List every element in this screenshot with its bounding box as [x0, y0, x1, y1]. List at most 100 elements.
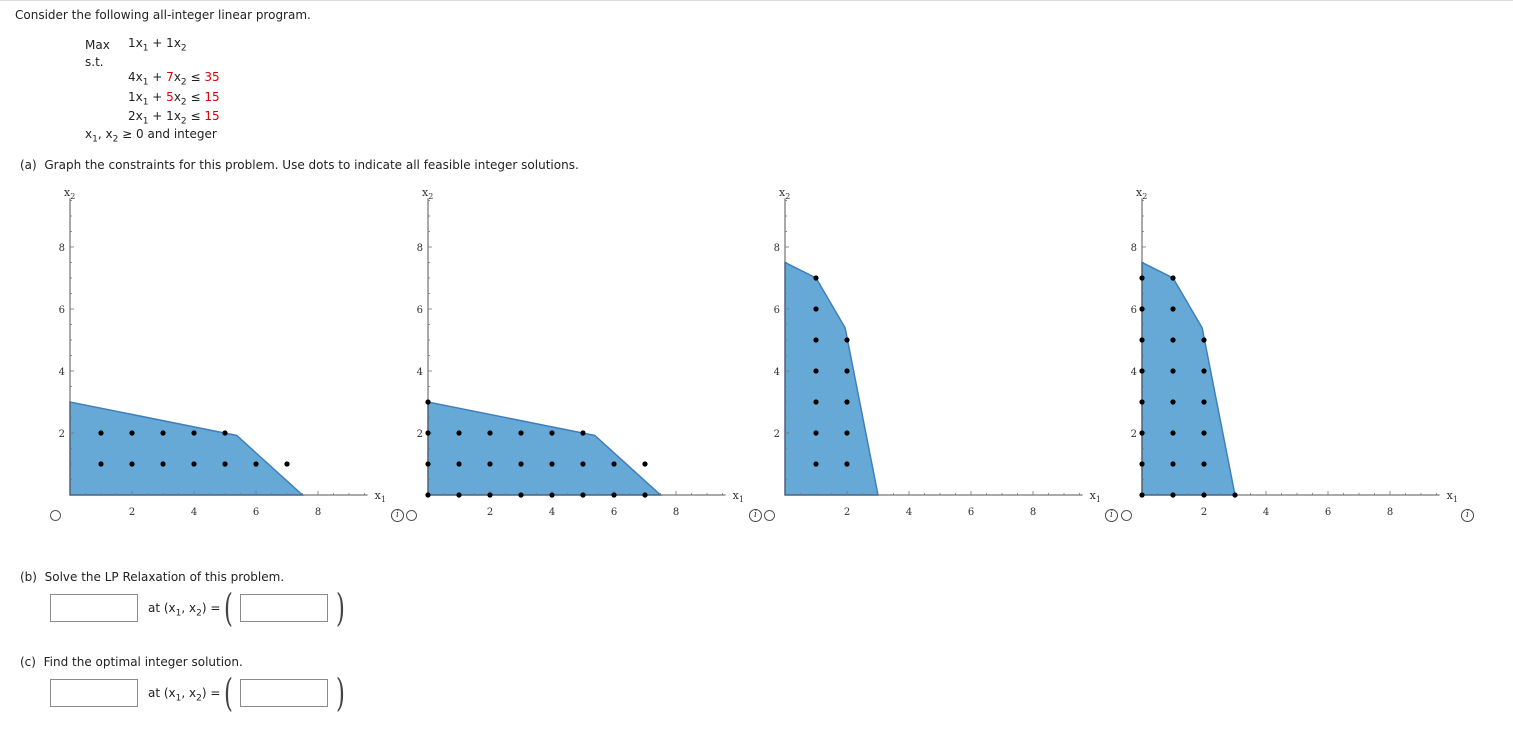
- c2-rhs: 15: [204, 90, 220, 104]
- integer-point: [1170, 275, 1176, 281]
- c2-rel: ≤: [190, 90, 201, 104]
- c2-a2: 5: [166, 90, 174, 104]
- info-icon[interactable]: i: [749, 509, 762, 522]
- integer-point: [253, 461, 259, 467]
- integer-point: [549, 492, 555, 498]
- y-axis-label: x2: [422, 186, 433, 201]
- integer-point: [813, 306, 819, 312]
- integer-point: [222, 430, 228, 436]
- integer-point: [1139, 492, 1145, 498]
- y-axis-label-sub: 2: [70, 192, 75, 201]
- integer-point: [1170, 368, 1176, 374]
- integer-point: [813, 399, 819, 405]
- graph-option-1[interactable]: 2 4 6 8 2 4 6 8 x1 x2: [42, 182, 387, 532]
- feasible-region: [427, 401, 663, 496]
- integer-point: [1170, 399, 1176, 405]
- lp-objective-input[interactable]: [50, 594, 138, 622]
- graph-option-2-radio[interactable]: [406, 510, 417, 521]
- integer-point: [844, 337, 850, 343]
- integer-point: [580, 492, 586, 498]
- y-tick-label: 4: [417, 367, 423, 378]
- c3-a1: 2: [128, 109, 136, 123]
- integer-point: [844, 399, 850, 405]
- c3-a2: 1: [166, 109, 174, 123]
- x-axis-label-sub: 1: [1096, 495, 1101, 504]
- integer-point: [1139, 430, 1145, 436]
- x-axis-label: x1: [1447, 489, 1458, 504]
- c3-rel: ≤: [190, 109, 201, 123]
- integer-point: [518, 461, 524, 467]
- feasible-region: [69, 401, 305, 496]
- integer-point: [813, 430, 819, 436]
- integer-point: [611, 461, 617, 467]
- lp-point-input[interactable]: [240, 594, 328, 622]
- integer-point: [813, 461, 819, 467]
- y-axis-label-sub: 2: [1142, 192, 1147, 201]
- graph-option-3[interactable]: 2 4 6 8 2 4 6 8 x1 x2: [757, 182, 1102, 532]
- constraint-3: 2x1 + 1x2 ≤ 15: [128, 109, 220, 127]
- integer-point: [1170, 461, 1176, 467]
- y-tick-label: 4: [1131, 367, 1137, 378]
- integer-point: [1201, 492, 1207, 498]
- x-axis-label: x1: [375, 489, 386, 504]
- integer-point: [222, 461, 228, 467]
- integer-objective-input[interactable]: [50, 679, 138, 707]
- right-paren: ): [335, 586, 345, 630]
- x-tick-label: 4: [1263, 507, 1269, 518]
- feasible-region: [1141, 261, 1236, 496]
- left-paren: (: [223, 671, 233, 715]
- integer-point: [98, 461, 104, 467]
- graph-option-2[interactable]: 2 4 6 8 2 4 6 8 x1 x2: [400, 182, 745, 532]
- y-tick-label: 2: [417, 429, 423, 440]
- integer-point: [425, 399, 431, 405]
- integer-point: [456, 461, 462, 467]
- integer-point: [284, 461, 290, 467]
- lp-at-word: at: [148, 601, 161, 615]
- x-axis-label: x1: [733, 489, 744, 504]
- intro-text: Consider the following all-integer linea…: [15, 8, 311, 22]
- c2-a1: 1: [128, 90, 136, 104]
- c3-rhs: 15: [204, 109, 220, 123]
- integer-point: [1170, 306, 1176, 312]
- x-tick-label: 4: [906, 507, 912, 518]
- part-a-label: (a): [20, 158, 37, 172]
- info-icon[interactable]: i: [391, 509, 404, 522]
- info-icon[interactable]: i: [1105, 509, 1118, 522]
- part-c-prompt: (c) Find the optimal integer solution.: [20, 655, 243, 669]
- graph-option-1-radio[interactable]: [50, 510, 61, 521]
- integer-point: [549, 461, 555, 467]
- integer-point: [1201, 430, 1207, 436]
- integer-point: [1170, 430, 1176, 436]
- lp-at-text: at (x1, x2) =: [148, 601, 221, 619]
- integer-point: [844, 461, 850, 467]
- st-label: s.t.: [85, 55, 104, 69]
- integer-point: [1139, 399, 1145, 405]
- integer-point: [844, 430, 850, 436]
- x-tick-label: 2: [129, 507, 135, 518]
- integer-point: [1139, 337, 1145, 343]
- integer-point: [642, 461, 648, 467]
- integer-point: [1201, 337, 1207, 343]
- x-tick-label: 8: [673, 507, 679, 518]
- graph-option-4[interactable]: 2 4 6 8 2 4 6 8 x1 x2: [1114, 182, 1459, 532]
- y-axis-label-sub: 2: [785, 192, 790, 201]
- integer-point: [425, 492, 431, 498]
- integer-point: [1232, 492, 1238, 498]
- x-tick-label: 2: [1201, 507, 1207, 518]
- graph-option-3-radio[interactable]: [764, 510, 775, 521]
- integer-point: [1201, 461, 1207, 467]
- info-icon[interactable]: i: [1461, 509, 1474, 522]
- c1-rhs: 35: [204, 70, 220, 84]
- part-a-prompt: (a) Graph the constraints for this probl…: [20, 158, 579, 172]
- y-tick-label: 6: [417, 305, 423, 316]
- integer-point: [813, 368, 819, 374]
- integer-point: [487, 461, 493, 467]
- graph-option-4-radio[interactable]: [1121, 510, 1132, 521]
- integer-point-input[interactable]: [240, 679, 328, 707]
- y-axis-label-sub: 2: [428, 192, 433, 201]
- integer-point: [129, 430, 135, 436]
- part-b-text: Solve the LP Relaxation of this problem.: [44, 570, 285, 584]
- part-c-label: (c): [20, 655, 36, 669]
- y-tick-label: 6: [774, 305, 780, 316]
- integer-point: [611, 492, 617, 498]
